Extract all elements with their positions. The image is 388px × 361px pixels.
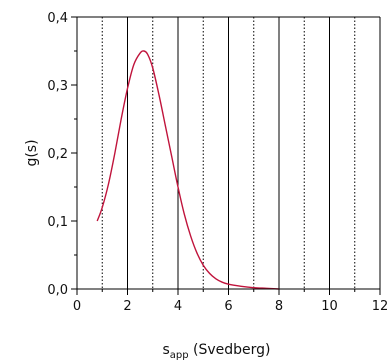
y-axis-title: g(s) (24, 139, 40, 166)
x-tick-label-6: 12 (372, 299, 388, 314)
x-tick-label-1: 2 (123, 299, 131, 314)
x-tick-label-3: 6 (224, 299, 232, 314)
y-tick-label-1: 0,1 (47, 215, 68, 230)
x-tick-label-5: 10 (321, 299, 338, 314)
x-tick-label-0: 0 (73, 299, 81, 314)
y-tick-label-0: 0,0 (47, 283, 68, 298)
x-tick-label-4: 8 (275, 299, 283, 314)
y-tick-label-4: 0,4 (47, 11, 68, 26)
y-tick-label-2: 0,2 (47, 147, 68, 162)
x-axis-title-subscript: app (170, 350, 189, 361)
y-tick-labels: 0,0 0,1 0,2 0,3 0,4 (47, 11, 68, 298)
x-axis-title: sapp (Svedberg) (162, 342, 270, 361)
axis-ticks (71, 16, 381, 295)
distribution-curve (96, 50, 280, 290)
vertical-reference-lines (101, 17, 381, 289)
x-tick-labels: 0 2 4 6 8 10 12 (73, 299, 388, 314)
x-tick-label-2: 4 (174, 299, 182, 314)
y-tick-label-3: 0,3 (47, 79, 68, 94)
x-axis-title-main: s (162, 342, 169, 358)
x-axis-title-suffix: (Svedberg) (189, 342, 271, 358)
